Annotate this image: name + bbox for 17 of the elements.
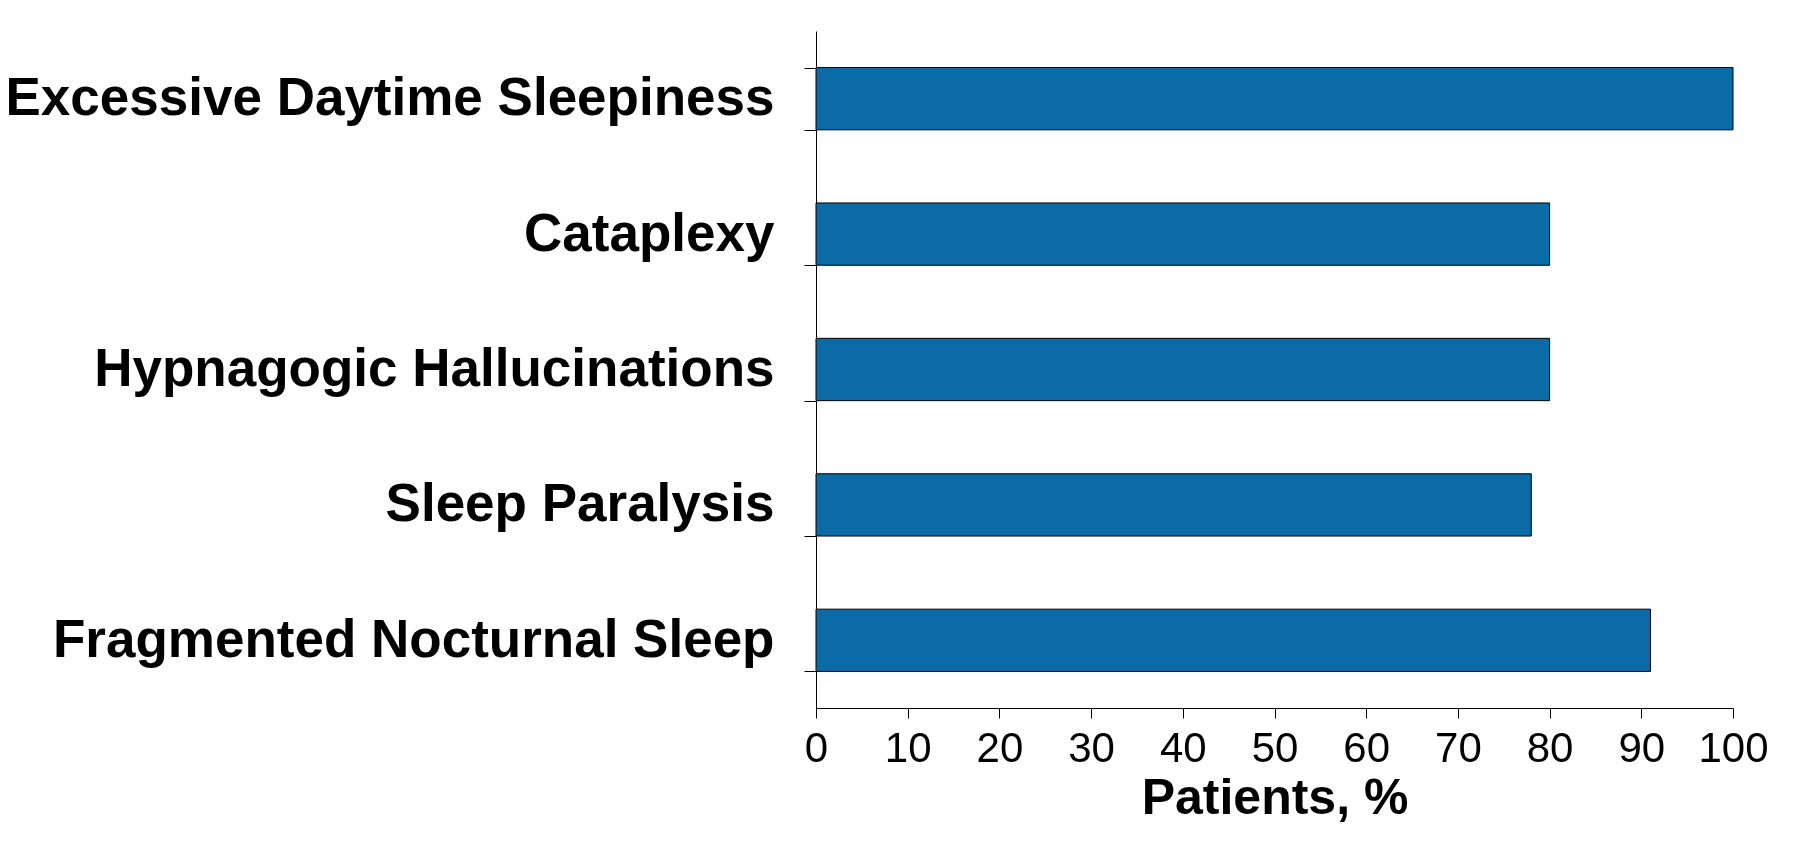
y-tick-label: Sleep Paralysis — [385, 473, 775, 533]
y-tick-label: Hypnagogic Hallucinations — [94, 338, 775, 397]
x-tick-label: 70 — [1435, 723, 1482, 771]
x-tick-label: 90 — [1618, 723, 1666, 771]
x-tick-label: 20 — [976, 723, 1024, 771]
x-tick-label: 40 — [1159, 723, 1207, 771]
y-tick-label: Fragmented Nocturnal Sleep — [52, 608, 775, 668]
x-tick-label: 60 — [1343, 723, 1391, 771]
x-tick-label: 30 — [1068, 723, 1115, 771]
x-axis-title: Patients, % — [1141, 768, 1409, 825]
x-tick-label: 10 — [884, 723, 932, 771]
y-tick-label: Cataplexy — [524, 202, 776, 262]
x-tick-label: 50 — [1251, 723, 1299, 771]
x-tick-label: 80 — [1526, 723, 1574, 771]
y-tick-label: Excessive Daytime Sleepiness — [5, 67, 775, 127]
x-tick-label: 100 — [1698, 723, 1769, 771]
x-tick-label: 0 — [804, 723, 829, 771]
